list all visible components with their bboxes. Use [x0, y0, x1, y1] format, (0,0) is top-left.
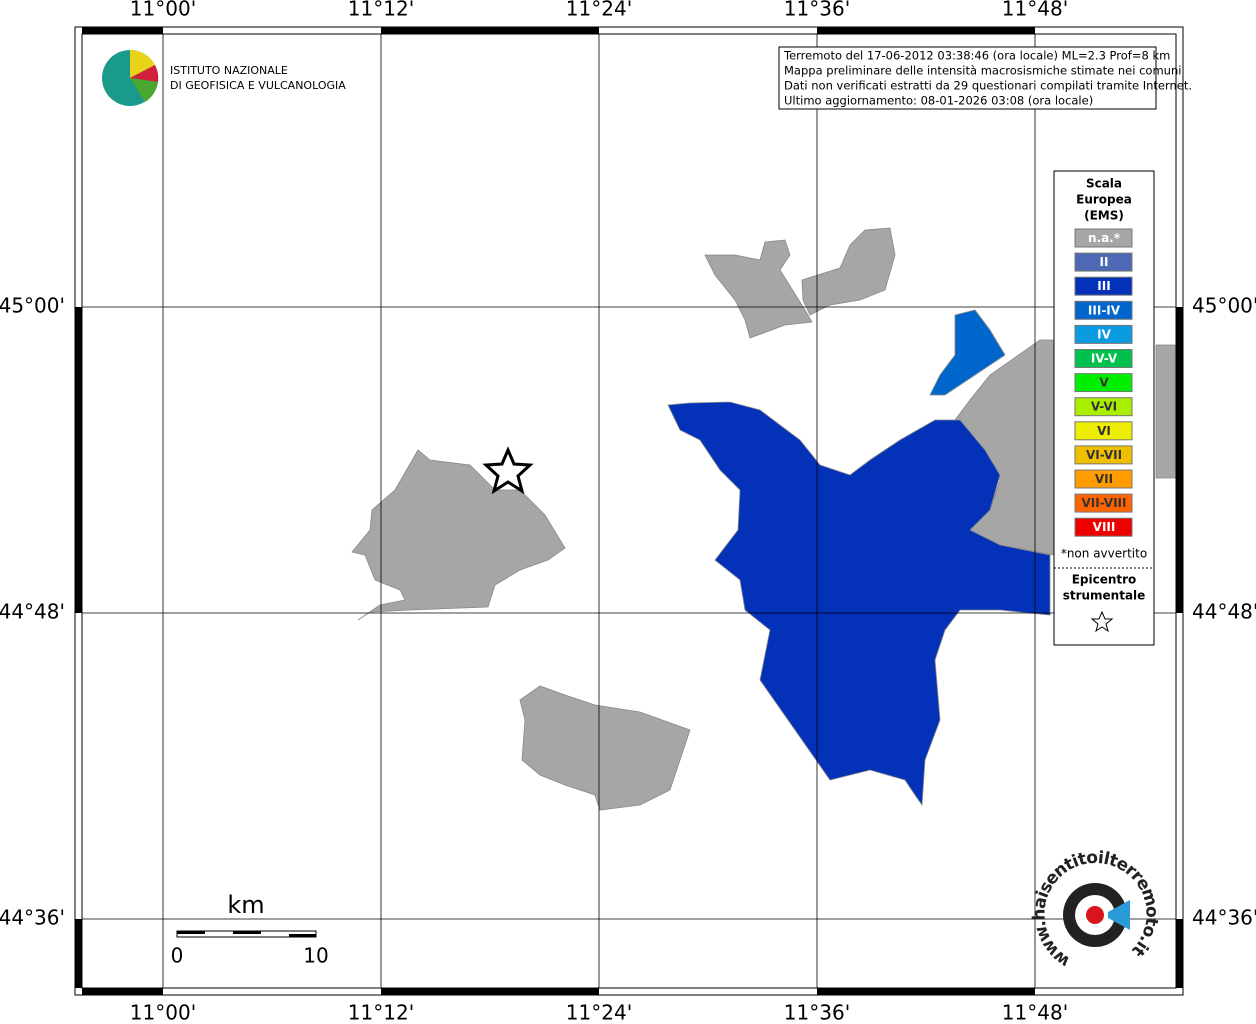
- legend-label: IV-V: [1091, 352, 1118, 366]
- legend-label: n.a.*: [1088, 231, 1121, 245]
- municipality: [801, 227, 896, 316]
- legend-swatch: [1074, 349, 1133, 368]
- lon-label: 11°36': [784, 1001, 850, 1024]
- legend-title: Scala: [1086, 177, 1122, 191]
- lon-label: 11°48': [1002, 0, 1068, 21]
- legend-title: Europea: [1076, 193, 1132, 207]
- legend-epicenter: Epicentro: [1072, 573, 1137, 587]
- scale-label: 0: [171, 944, 184, 968]
- scale-unit: km: [227, 891, 264, 919]
- info-line: Mappa preliminare delle intensità macros…: [784, 64, 1181, 78]
- legend-swatch: [1074, 324, 1133, 344]
- logo-segment: [130, 78, 158, 102]
- legend-label: V: [1099, 376, 1109, 390]
- lon-label: 11°12': [348, 0, 414, 21]
- logo-text: ISTITUTO NAZIONALE: [170, 64, 288, 77]
- scale-segment: [177, 931, 205, 934]
- municipality: [519, 685, 691, 811]
- scale-bar: km 0 10: [171, 891, 329, 968]
- frame-bar: [82, 988, 163, 995]
- lon-label: 11°00': [130, 0, 196, 21]
- lon-label: 11°24': [566, 1001, 632, 1024]
- legend-swatch: [1074, 397, 1133, 417]
- legend-swatch: [1074, 276, 1133, 296]
- legend-swatch: [1074, 469, 1133, 489]
- legend-label: VIII: [1093, 520, 1116, 534]
- legend-label: VI-VII: [1086, 448, 1122, 462]
- legend-label: III-IV: [1088, 303, 1121, 317]
- legend-swatch: [1074, 228, 1133, 248]
- info-frame: [778, 46, 1157, 110]
- legend-label: IV: [1097, 327, 1111, 341]
- frame-bar: [75, 307, 82, 613]
- municipality: [1155, 344, 1177, 479]
- legend-swatch: [1074, 493, 1133, 513]
- frame-bar: [1176, 919, 1183, 988]
- legend-epicenter: strumentale: [1063, 589, 1146, 603]
- info-line: Dati non verificati estratti da 29 quest…: [784, 79, 1192, 93]
- legend-label: VII: [1095, 472, 1113, 486]
- lat-label: 45°00': [0, 294, 65, 318]
- lon-label: 11°48': [1002, 1001, 1068, 1024]
- frame-bar: [817, 27, 1035, 34]
- legend-label: V-VI: [1091, 400, 1117, 414]
- logo-segment: [130, 49, 155, 78]
- frame-bar: [381, 988, 599, 995]
- lat-label: 45°00': [1192, 294, 1256, 318]
- legend: Scala Europea (EMS) *non avvertito Epice…: [1053, 170, 1155, 646]
- legend-swatch: [1074, 421, 1133, 441]
- logo-segment: [130, 65, 159, 82]
- scale-label: 10: [303, 944, 328, 968]
- logo-text: DI GEOFISICA E VULCANOLOGIA: [170, 79, 346, 92]
- ingv-logo: ISTITUTO NAZIONALE DI GEOFISICA E VULCAN…: [102, 49, 346, 106]
- legend-swatch: [1074, 517, 1133, 537]
- legend-swatch: [1074, 373, 1133, 393]
- epicenter-star: [482, 446, 534, 495]
- legend-label: VI: [1097, 424, 1111, 438]
- info-line: Ultimo aggiornamento: 08-01-2026 03:08 (…: [784, 94, 1093, 108]
- frame-bar: [1176, 307, 1183, 613]
- legend-swatch: [1074, 300, 1133, 320]
- legend-label: VII-VIII: [1081, 496, 1126, 510]
- lat-label: 44°36': [0, 906, 65, 930]
- frame-bar: [381, 27, 599, 34]
- municipality: [667, 401, 1051, 807]
- info-line: Terremoto del 17-06-2012 03:38:46 (ora l…: [783, 49, 1170, 63]
- legend-title: (EMS): [1084, 209, 1124, 223]
- legend-note: *non avvertito: [1061, 547, 1147, 561]
- info-box: Terremoto del 17-06-2012 03:38:46 (ora l…: [778, 46, 1192, 110]
- legend-swatch: [1074, 445, 1133, 465]
- lat-label: 44°36': [1192, 906, 1256, 930]
- scale-segment: [233, 931, 261, 934]
- municipality: [351, 449, 566, 621]
- frame-bar: [82, 27, 163, 34]
- lon-label: 11°24': [566, 0, 632, 21]
- legend-star: [1090, 610, 1114, 633]
- scale-segment: [289, 934, 316, 937]
- legend-swatch: [1074, 252, 1133, 272]
- site-logo-horn: [1108, 900, 1130, 930]
- lon-label: 11°36': [784, 0, 850, 21]
- lat-label: 44°48': [0, 600, 65, 624]
- legend-label: II: [1100, 255, 1109, 269]
- frame-bar: [75, 919, 82, 988]
- lat-label: 44°48': [1192, 600, 1256, 624]
- lon-label: 11°12': [348, 1001, 414, 1024]
- lon-label: 11°00': [130, 1001, 196, 1024]
- frame-bar: [817, 988, 1035, 995]
- site-logo-circle: [1086, 906, 1104, 924]
- municipality: [929, 309, 1006, 396]
- municipalities: [351, 227, 1177, 811]
- legend-label: III: [1097, 279, 1110, 293]
